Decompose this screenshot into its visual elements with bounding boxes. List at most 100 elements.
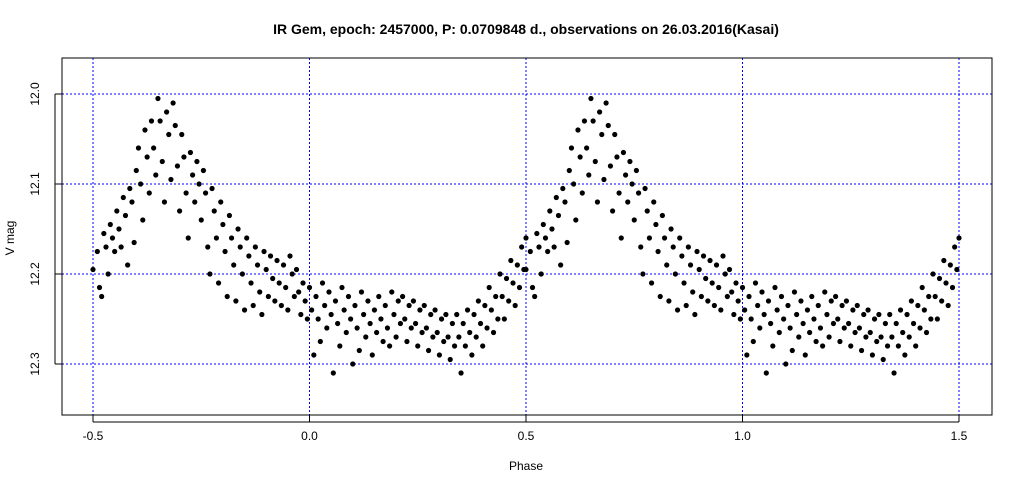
data-point bbox=[99, 293, 105, 300]
data-point bbox=[722, 271, 728, 277]
data-point bbox=[752, 280, 759, 286]
data-point bbox=[562, 199, 568, 205]
data-point bbox=[412, 320, 419, 327]
data-point bbox=[207, 271, 213, 277]
data-point bbox=[449, 320, 455, 327]
data-point bbox=[577, 154, 583, 160]
data-point bbox=[542, 235, 549, 241]
data-point bbox=[934, 316, 940, 322]
data-point bbox=[399, 293, 406, 300]
data-point bbox=[768, 320, 774, 327]
data-point bbox=[930, 271, 936, 277]
data-point bbox=[438, 316, 445, 322]
data-point bbox=[495, 316, 501, 322]
data-point bbox=[534, 230, 540, 237]
data-point bbox=[280, 262, 287, 268]
data-point bbox=[291, 293, 297, 300]
data-point bbox=[265, 293, 271, 300]
data-point bbox=[897, 307, 904, 313]
data-point bbox=[718, 307, 724, 313]
data-point bbox=[397, 320, 404, 327]
data-point bbox=[181, 154, 187, 160]
data-point bbox=[887, 311, 893, 318]
data-point bbox=[841, 325, 847, 331]
data-point bbox=[358, 289, 365, 295]
data-point bbox=[835, 316, 841, 322]
data-point bbox=[679, 253, 685, 259]
data-point bbox=[926, 293, 932, 300]
data-point bbox=[231, 262, 237, 268]
data-point bbox=[140, 217, 146, 223]
data-point bbox=[482, 302, 488, 309]
data-point bbox=[661, 235, 668, 241]
data-point bbox=[839, 302, 845, 309]
y-tick-label: 12.0 bbox=[28, 82, 42, 106]
data-point bbox=[610, 208, 616, 214]
data-point bbox=[131, 239, 137, 246]
data-point bbox=[759, 289, 765, 295]
data-point bbox=[486, 284, 492, 291]
data-point bbox=[705, 298, 711, 304]
data-point bbox=[512, 302, 518, 309]
data-point bbox=[700, 253, 707, 259]
data-point bbox=[105, 271, 111, 277]
data-point bbox=[458, 370, 464, 376]
data-point bbox=[194, 158, 200, 165]
data-point bbox=[419, 329, 425, 336]
data-point bbox=[443, 311, 449, 318]
data-point bbox=[510, 280, 516, 286]
data-point bbox=[707, 257, 713, 264]
data-point bbox=[878, 334, 884, 340]
data-point bbox=[257, 289, 263, 295]
data-point bbox=[837, 338, 843, 345]
data-point bbox=[306, 284, 313, 291]
data-point bbox=[919, 284, 925, 291]
data-point bbox=[425, 347, 432, 354]
data-point bbox=[865, 307, 871, 313]
data-point bbox=[252, 244, 258, 250]
data-point bbox=[480, 343, 486, 349]
data-point bbox=[157, 118, 163, 124]
data-point bbox=[789, 347, 795, 354]
data-point bbox=[854, 302, 860, 309]
data-point bbox=[826, 334, 832, 340]
data-point bbox=[324, 325, 330, 331]
data-point bbox=[228, 235, 235, 241]
data-point bbox=[393, 334, 399, 340]
x-tick-label: 0.5 bbox=[518, 429, 535, 443]
data-point bbox=[622, 172, 629, 178]
data-point bbox=[447, 356, 453, 363]
data-point bbox=[607, 163, 614, 169]
data-point bbox=[261, 248, 267, 255]
data-point bbox=[499, 293, 505, 300]
data-point bbox=[590, 118, 596, 124]
data-point bbox=[404, 338, 410, 345]
y-tick-label: 12.3 bbox=[28, 352, 42, 376]
data-point bbox=[451, 343, 458, 349]
data-point bbox=[322, 302, 328, 309]
data-point bbox=[406, 302, 412, 309]
data-point bbox=[884, 343, 891, 349]
data-point bbox=[813, 338, 819, 345]
data-point bbox=[441, 338, 447, 345]
data-point bbox=[501, 316, 507, 322]
data-point bbox=[226, 212, 232, 219]
data-point bbox=[445, 334, 451, 340]
data-point bbox=[337, 343, 343, 349]
data-point bbox=[233, 298, 239, 304]
data-point bbox=[460, 320, 466, 327]
data-point bbox=[811, 316, 817, 322]
data-point bbox=[488, 307, 494, 313]
data-point bbox=[653, 221, 659, 228]
data-point bbox=[755, 302, 761, 309]
data-point bbox=[778, 293, 785, 300]
x-axis: -0.5 0.0 0.5 1.0 1.5 bbox=[83, 415, 968, 443]
data-point bbox=[101, 230, 107, 237]
data-point bbox=[683, 302, 689, 309]
data-point bbox=[387, 343, 393, 349]
data-point bbox=[127, 185, 133, 192]
data-point bbox=[120, 194, 126, 201]
data-point bbox=[523, 235, 529, 241]
data-point bbox=[516, 284, 523, 291]
data-point bbox=[170, 100, 176, 106]
